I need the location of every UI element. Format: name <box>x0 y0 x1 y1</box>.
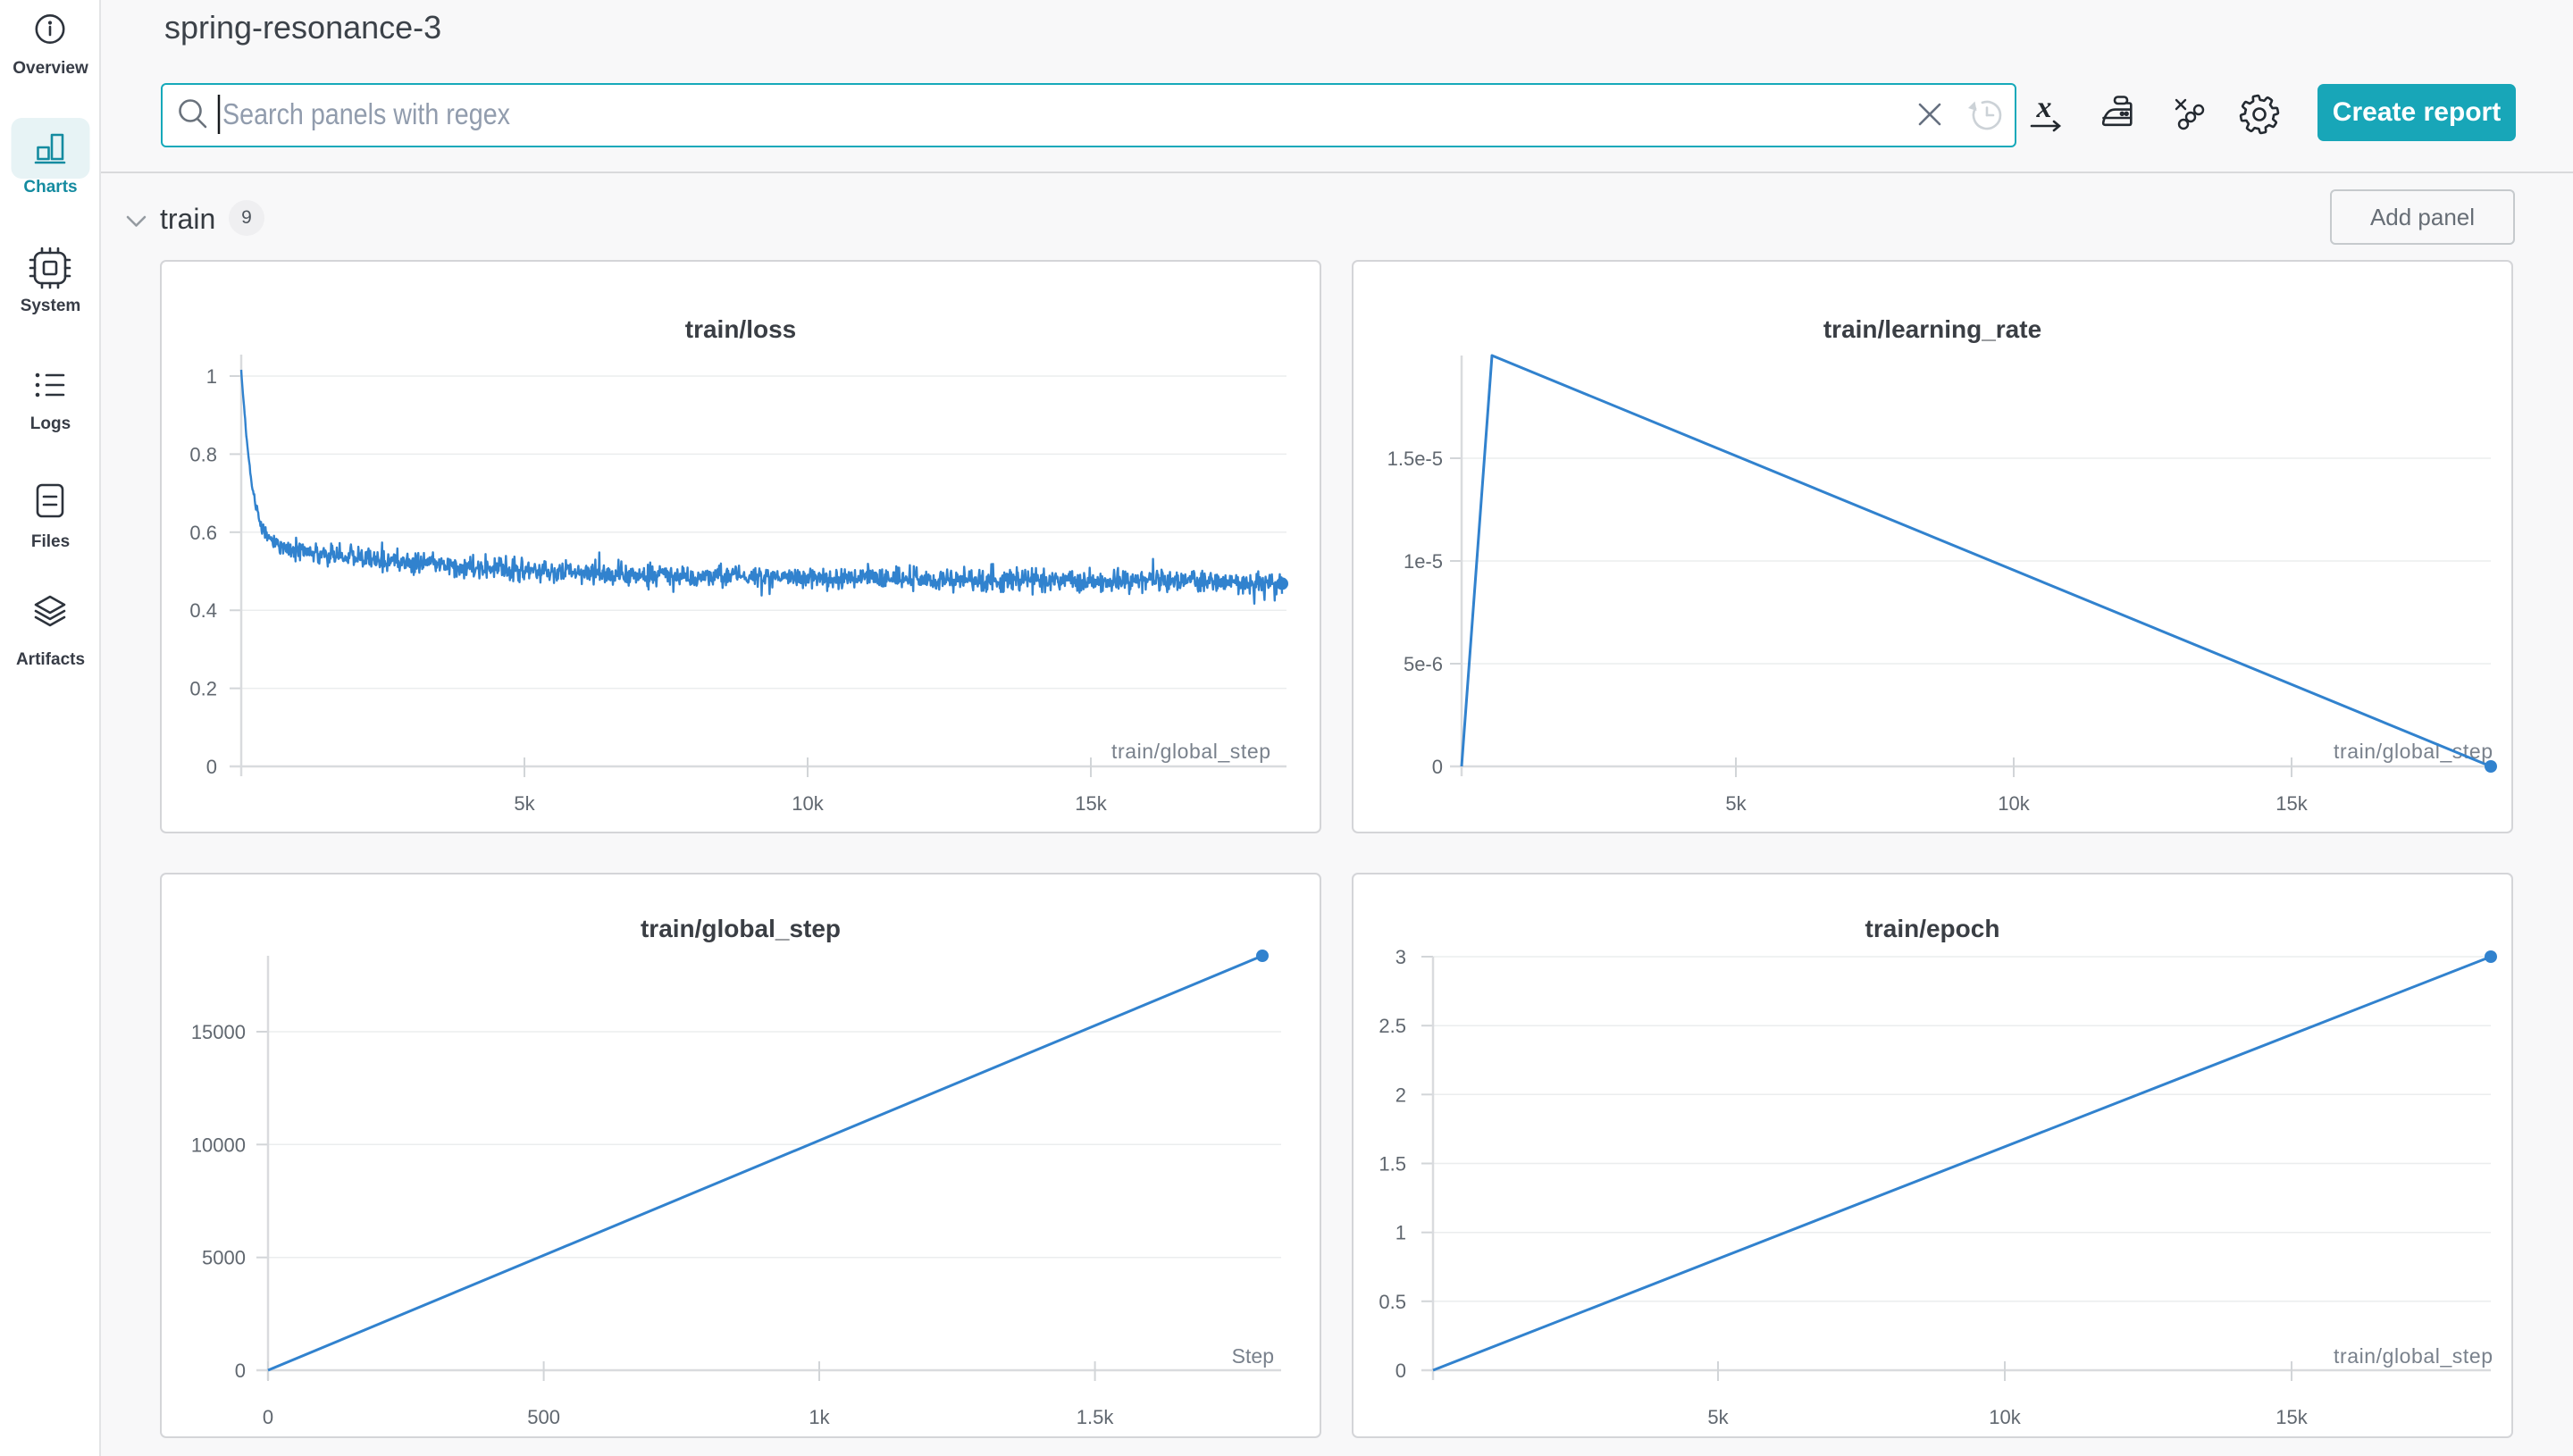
svg-text:Step: Step <box>1232 1344 1274 1368</box>
svg-text:500: 500 <box>527 1406 560 1428</box>
svg-text:Search panels with regex: Search panels with regex <box>222 97 510 130</box>
svg-text:train/epoch: train/epoch <box>1865 915 2000 942</box>
svg-text:2: 2 <box>1395 1084 1406 1106</box>
svg-text:10k: 10k <box>1998 792 2030 815</box>
svg-text:0.5: 0.5 <box>1379 1291 1406 1313</box>
svg-text:5e-6: 5e-6 <box>1404 653 1443 675</box>
svg-text:1k: 1k <box>809 1406 830 1428</box>
svg-text:5k: 5k <box>1707 1406 1729 1428</box>
svg-text:15k: 15k <box>2275 792 2308 815</box>
svg-text:5k: 5k <box>1725 792 1747 815</box>
svg-text:1.5: 1.5 <box>1379 1153 1406 1176</box>
svg-text:train/loss: train/loss <box>685 315 796 343</box>
svg-text:train/global_step: train/global_step <box>1111 740 1270 763</box>
svg-text:0: 0 <box>1395 1360 1406 1382</box>
svg-text:train/global_step: train/global_step <box>2334 1344 2493 1368</box>
svg-text:0.6: 0.6 <box>189 522 217 544</box>
svg-text:train/global_step: train/global_step <box>641 915 841 942</box>
svg-text:15k: 15k <box>1075 792 1107 815</box>
svg-text:0.8: 0.8 <box>189 443 217 465</box>
svg-text:10k: 10k <box>792 792 824 815</box>
svg-text:5k: 5k <box>514 792 535 815</box>
svg-text:1.5k: 1.5k <box>1077 1406 1115 1428</box>
svg-text:10000: 10000 <box>191 1134 246 1156</box>
svg-text:train/global_step: train/global_step <box>2334 740 2493 763</box>
svg-text:0: 0 <box>263 1406 273 1428</box>
svg-text:10k: 10k <box>1989 1406 2021 1428</box>
svg-text:2.5: 2.5 <box>1379 1015 1406 1037</box>
svg-text:train/learning_rate: train/learning_rate <box>1823 315 2041 343</box>
svg-text:x: x <box>2036 91 2052 124</box>
svg-text:3: 3 <box>1395 946 1406 968</box>
svg-text:0: 0 <box>1432 756 1443 778</box>
svg-text:1.5e-5: 1.5e-5 <box>1387 448 1443 470</box>
svg-text:1: 1 <box>206 365 217 388</box>
svg-text:15k: 15k <box>2275 1406 2308 1428</box>
svg-text:0: 0 <box>235 1360 246 1382</box>
svg-text:5000: 5000 <box>202 1247 246 1269</box>
svg-text:0.2: 0.2 <box>189 678 217 700</box>
svg-text:1e-5: 1e-5 <box>1404 550 1443 573</box>
svg-text:15000: 15000 <box>191 1021 246 1043</box>
svg-text:0.4: 0.4 <box>189 599 217 622</box>
svg-text:1: 1 <box>1395 1222 1406 1244</box>
svg-text:0: 0 <box>206 756 217 778</box>
